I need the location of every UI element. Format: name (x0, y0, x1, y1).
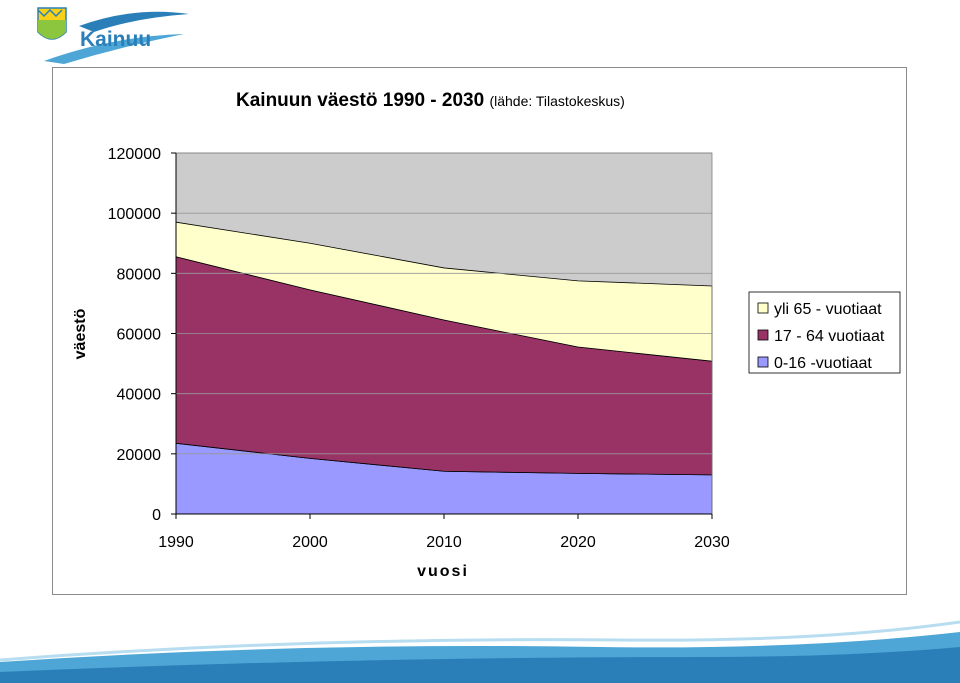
legend-box (748, 291, 901, 374)
legend-swatch-2 (757, 329, 769, 341)
y-axis-title: väestö (72, 308, 89, 359)
y-tick-label: 20000 (117, 447, 162, 464)
chart-title: Kainuun väestö 1990 - 2030 (lähde: Tilas… (236, 90, 625, 111)
y-tick-label: 40000 (117, 387, 162, 404)
y-tick-label: 0 (152, 507, 161, 524)
chart: Kainuun väestö 1990 - 2030 (lähde: Tilas… (72, 90, 901, 580)
x-tick-label: 2030 (694, 534, 730, 551)
kainuu-logo (37, 7, 189, 64)
legend-swatch-3 (757, 356, 769, 368)
y-tick-label: 60000 (117, 327, 162, 344)
legend-label-3: 0-16 -vuotiaat (774, 355, 872, 372)
legend-swatch-1 (757, 302, 769, 314)
chart-subtitle: (lähde: Tilastokeskus) (489, 93, 624, 109)
legend-label-2: 17 - 64 vuotiaat (774, 328, 885, 345)
x-tick-label: 2000 (292, 534, 328, 551)
chart-frame: Kainuun väestö 1990 - 2030 (lähde: Tilas… (52, 67, 907, 595)
y-tick-label: 120000 (108, 146, 161, 163)
y-tick-label: 100000 (108, 206, 161, 223)
legend-label-1: yli 65 - vuotiaat (774, 301, 882, 318)
chart-title-main: Kainuun väestö 1990 - 2030 (236, 90, 489, 111)
x-tick-label: 2020 (560, 534, 596, 551)
y-tick-label: 80000 (117, 266, 162, 283)
bottom-wave-decoration (0, 620, 960, 683)
x-tick-label: 1990 (158, 534, 194, 551)
logo-text: Kainuu (80, 28, 152, 51)
x-axis-title: vuosi (417, 563, 469, 580)
x-tick-label: 2010 (426, 534, 462, 551)
